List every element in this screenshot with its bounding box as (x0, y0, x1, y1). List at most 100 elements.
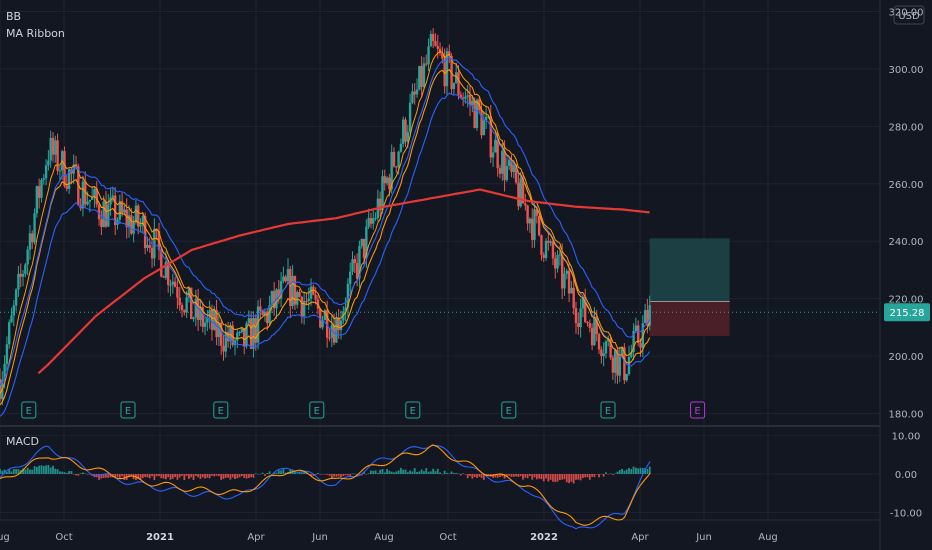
currency-box[interactable] (893, 5, 925, 25)
time-axis[interactable]: Aug Oct 2021 Apr Jun Aug Oct 2022 Apr Jun Aug (0, 532, 778, 543)
macd-hist-bar (393, 472, 395, 474)
candle-body (201, 306, 204, 327)
macd-hist-bar (224, 474, 227, 478)
currency-label[interactable]: USD (898, 11, 920, 22)
candle-body (44, 165, 48, 179)
candle-body (5, 344, 9, 364)
macd-hist-bar (621, 468, 623, 474)
candle-body (554, 258, 557, 269)
macd-hist-bar (499, 474, 501, 477)
macd-hist-bar (243, 474, 246, 478)
time-tick-label: Aug (0, 532, 10, 543)
macd-hist-bar (167, 474, 170, 478)
macd-label[interactable]: MACD (6, 435, 39, 448)
macd-hist-bar (473, 474, 476, 478)
time-tick-label: Jun (695, 532, 712, 543)
macd-hist-bar (241, 474, 243, 476)
candle-body (535, 209, 539, 216)
candle-body (289, 269, 292, 306)
candle-body (369, 218, 373, 224)
macd-hist-bar (174, 474, 177, 478)
candle-body (563, 273, 566, 289)
loss-zone (649, 301, 730, 336)
candle-body (291, 275, 294, 306)
candle-body (344, 307, 347, 312)
macd-hist-bar (593, 474, 596, 478)
macd-hist-bar (381, 468, 384, 474)
ribbon-line (0, 68, 651, 406)
macd-hist-bar (591, 474, 594, 477)
candle-body (496, 139, 499, 169)
candle-body (249, 318, 253, 349)
candle-body (31, 233, 34, 243)
macd-hist-bar (38, 465, 41, 474)
macd-hist-bar (52, 465, 54, 474)
macd-hist-bar (183, 474, 186, 481)
macd-hist-bar (501, 474, 504, 477)
candle-body (252, 318, 255, 349)
macd-hist-bar (462, 473, 465, 474)
macd-hist-bar (575, 474, 577, 480)
macd-hist-bar (176, 474, 179, 480)
candle-body (263, 311, 267, 316)
macd-hist-bar (459, 474, 462, 476)
macd-hist-bar (425, 468, 428, 474)
candle-body (12, 305, 16, 316)
candle-body (314, 294, 317, 300)
candle-body (408, 102, 412, 132)
candle-body (498, 168, 502, 174)
candle-body (26, 249, 29, 265)
macd-hist-bar (197, 474, 200, 478)
candle-body (302, 300, 306, 317)
symbol-label[interactable]: BB (6, 10, 21, 23)
candle-body (466, 95, 469, 97)
macd-hist-bar (326, 474, 329, 475)
candle-body (270, 291, 274, 306)
candle-body (102, 201, 105, 228)
candle-body (623, 347, 626, 381)
candle-body (411, 91, 414, 103)
macd-hist-bar (29, 469, 31, 474)
macd-hist-bar (482, 474, 485, 481)
macd-hist-bar (284, 472, 287, 474)
macd-hist-bar (614, 473, 617, 475)
candle-body (65, 186, 69, 189)
candle-body (231, 325, 234, 345)
macd-hist-bar (563, 474, 566, 480)
macd-hist-bar (529, 474, 531, 476)
macd-hist-bar (524, 474, 527, 478)
candle-body (183, 310, 186, 313)
macd-hist-bar (517, 474, 520, 477)
macd-hist-bar (542, 474, 545, 482)
indicator-label[interactable]: MA Ribbon (6, 27, 65, 40)
macd-hist-bar (344, 474, 347, 476)
candle-body (360, 238, 363, 246)
candle-body (503, 150, 506, 181)
candle-body (100, 219, 103, 228)
candle-body (229, 325, 232, 342)
candle-body (173, 281, 177, 287)
candle-body (33, 213, 36, 243)
candle-body (134, 205, 138, 223)
macd-hist-bar (353, 473, 356, 475)
macd-hist-bar (572, 474, 575, 484)
macd-hist-bar (40, 465, 43, 474)
macd-hist-bar (340, 474, 342, 477)
macd-hist-bar (33, 466, 36, 474)
candle-body (114, 195, 117, 225)
position-tool[interactable] (0, 238, 880, 336)
macd-hist-bar (70, 471, 73, 474)
candle-body (399, 143, 403, 152)
price-axis[interactable]: 180.00 200.00 220.00 240.00 260.00 280.00 300.… (884, 7, 930, 519)
price-tick-label: 220.00 (889, 295, 924, 306)
earnings-marker: E (506, 406, 512, 417)
macd-hist-bar (86, 474, 89, 475)
candle-body (67, 169, 71, 189)
macd-hist-bar (397, 470, 400, 474)
earnings-marker-future-box (690, 401, 706, 419)
candle-body (367, 218, 370, 227)
macd-hist-bar (607, 474, 610, 475)
candle-body (358, 245, 361, 279)
candle-body (544, 240, 548, 258)
macd-hist-bar (298, 472, 301, 474)
